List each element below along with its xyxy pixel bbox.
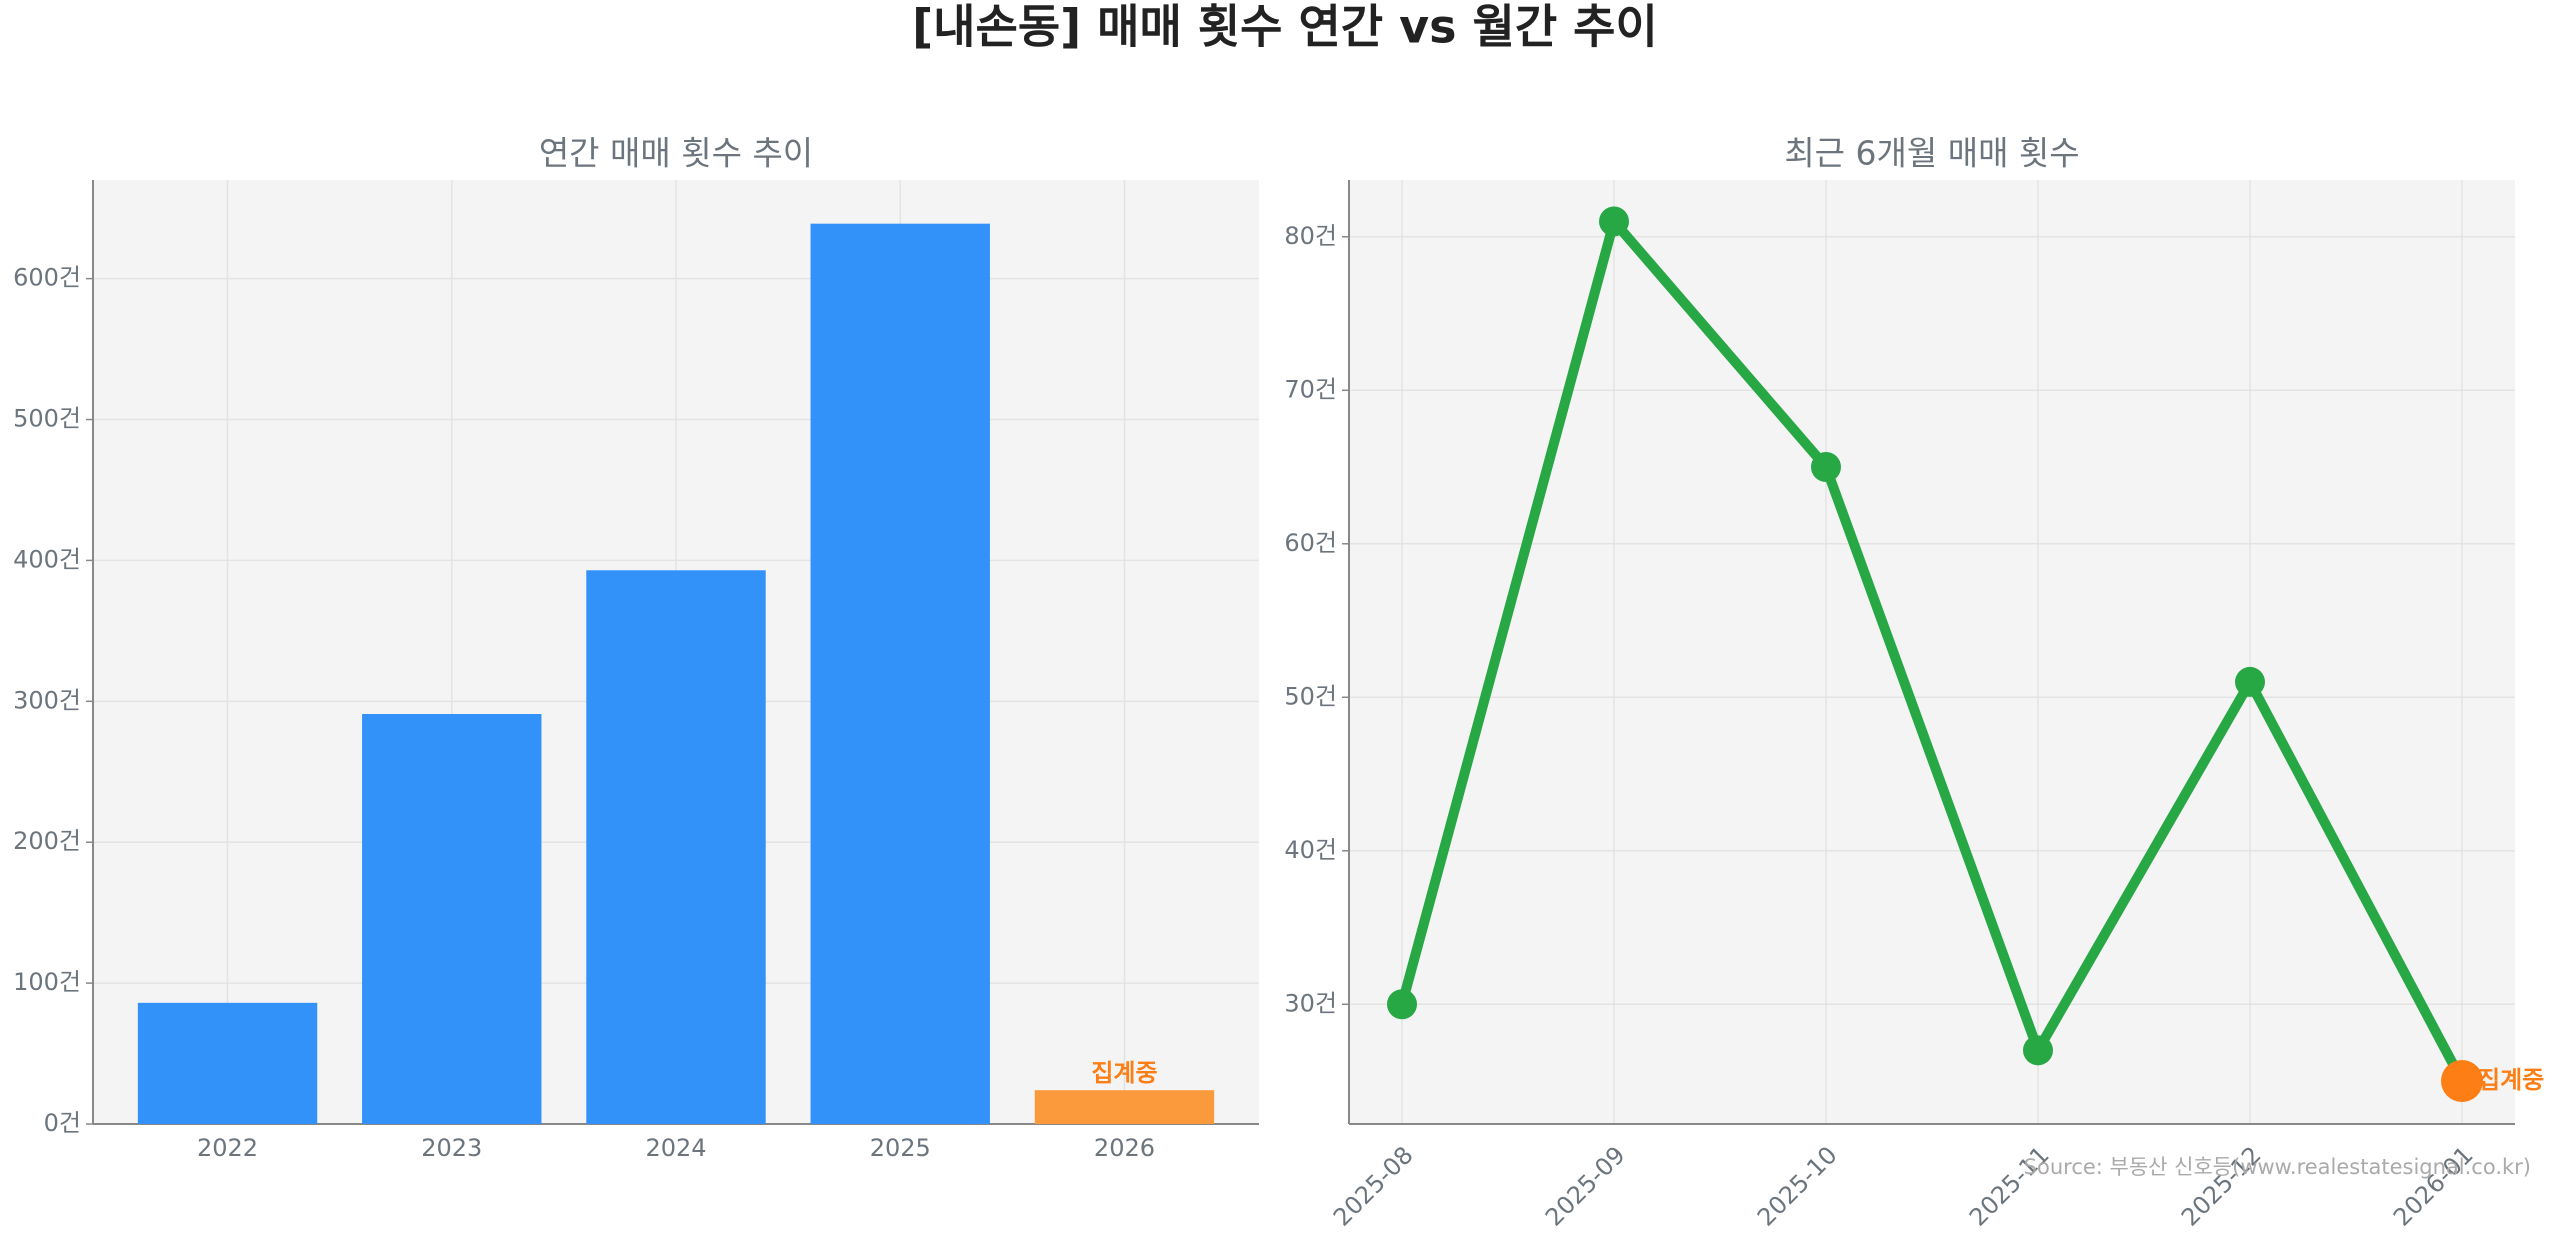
bar [1034, 1090, 1215, 1124]
bar [137, 1002, 318, 1124]
y-tick-label: 500건 [13, 405, 81, 433]
bar [810, 223, 990, 1124]
marker [2441, 1060, 2483, 1103]
source-note: Source: 부동산 신호등(www.realestatesignal.co.… [2024, 1155, 2531, 1179]
chart-title: 연간 매매 횟수 추이 [539, 134, 813, 173]
x-tick-label: 2025-10 [1752, 1141, 1843, 1232]
x-tick-label: 2025 [870, 1134, 931, 1162]
x-tick-label: 2022 [197, 1134, 258, 1162]
marker [2023, 1035, 2053, 1066]
bar [362, 713, 542, 1124]
y-tick-label: 70건 [1284, 375, 1337, 403]
marker [1599, 206, 1629, 237]
y-tick-label: 300건 [13, 686, 81, 714]
page-title: [내손동] 매매 횟수 연간 vs 월간 추이 [912, 0, 1658, 54]
annotation: 집계중 [2478, 1066, 2544, 1094]
x-tick-label: 2025-09 [1540, 1141, 1631, 1232]
bar [586, 570, 766, 1124]
y-tick-label: 0건 [44, 1109, 81, 1137]
line [1397, 216, 2467, 1084]
marker [2235, 666, 2265, 697]
x-tick-label: 2024 [645, 1134, 706, 1162]
x-tick-label: 2026 [1094, 1134, 1155, 1162]
x-tick-label: 2025-08 [1328, 1141, 1419, 1232]
annotation: 집계중 [1091, 1059, 1157, 1087]
y-tick-label: 30건 [1284, 989, 1337, 1017]
chart-title: 최근 6개월 매매 횟수 [1784, 134, 2079, 173]
x-tick-label: 2023 [421, 1134, 482, 1162]
y-tick-label: 60건 [1284, 529, 1337, 557]
y-tick-label: 40건 [1284, 836, 1337, 864]
y-tick-label: 100건 [13, 968, 81, 996]
y-tick-label: 200건 [13, 827, 81, 855]
plot-background [1349, 180, 2515, 1124]
y-tick-label: 600건 [13, 264, 81, 292]
y-tick-label: 80건 [1284, 222, 1337, 250]
y-tick-label: 400건 [13, 545, 81, 573]
y-tick-label: 50건 [1284, 682, 1337, 710]
marker [1811, 452, 1841, 483]
marker [1387, 989, 1417, 1020]
